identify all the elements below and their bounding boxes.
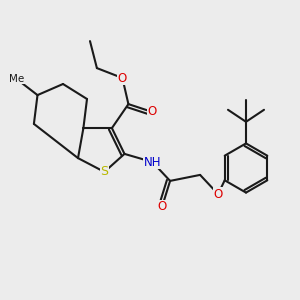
Text: O: O [214, 188, 223, 201]
Text: O: O [118, 71, 127, 85]
Text: S: S [100, 165, 108, 178]
Text: NH: NH [144, 155, 161, 169]
Text: O: O [148, 105, 157, 119]
Text: O: O [158, 200, 166, 214]
Text: Me: Me [9, 74, 24, 84]
